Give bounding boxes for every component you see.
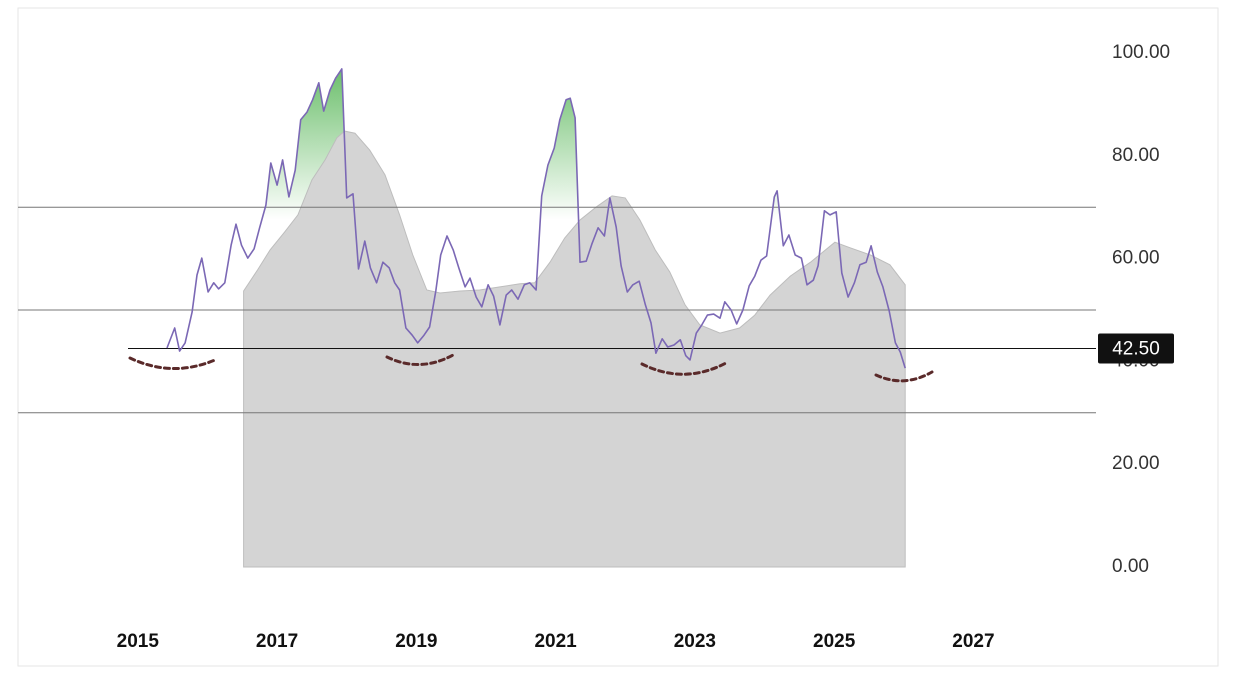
y-tick-label: 100.00 — [1112, 42, 1170, 63]
y-tick-label: 60.00 — [1112, 248, 1160, 269]
support-arc — [874, 370, 934, 383]
support-arc — [640, 361, 728, 376]
support-arc — [128, 356, 217, 370]
y-tick-label: 20.00 — [1112, 453, 1160, 474]
current-label: 42.50 — [1112, 339, 1160, 360]
x-tick-label: 2017 — [256, 631, 298, 652]
x-tick-label: 2019 — [395, 631, 437, 652]
x-tick-label: 2025 — [813, 631, 856, 652]
y-tick-label: 0.00 — [1112, 556, 1149, 577]
x-tick-label: 2027 — [952, 631, 994, 652]
line — [166, 68, 906, 369]
support-arc — [385, 353, 455, 367]
annotations — [128, 353, 934, 383]
x-tick-label: 2023 — [674, 631, 716, 652]
current-badge — [1098, 333, 1174, 364]
y-tick-label: 80.00 — [1112, 145, 1160, 166]
line-layer — [18, 68, 1096, 414]
x-tick-label: 2021 — [534, 631, 577, 652]
x-tick-label: 2015 — [117, 631, 160, 652]
label-layer: 0.0020.0040.0060.0080.00100.002015201720… — [117, 42, 1174, 652]
